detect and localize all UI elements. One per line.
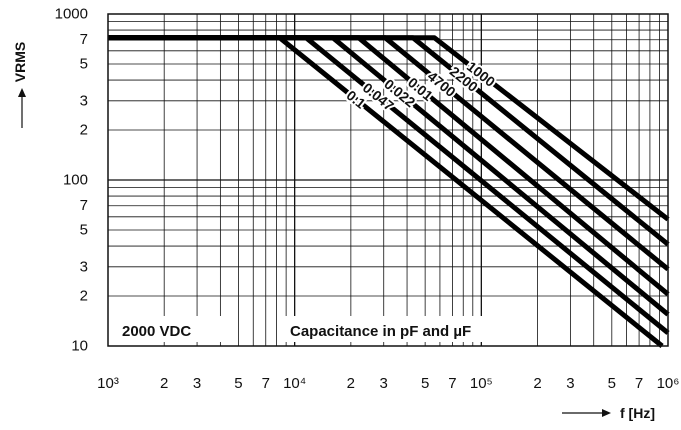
- x-tick-label: 2: [160, 375, 168, 392]
- x-tick-label: 10³: [97, 375, 119, 392]
- annotation-2000vdc-box: [114, 316, 222, 342]
- series-lines: [108, 35, 670, 348]
- y-tick-label: 10: [71, 338, 88, 355]
- x-tick-label: 5: [234, 375, 242, 392]
- y-tick-label: 5: [80, 221, 88, 238]
- y-tick-label: 3: [80, 258, 88, 275]
- y-tick-labels: 10 2 3 5 7 100 2 3 5 7 1000: [55, 6, 88, 355]
- x-tick-label: 7: [635, 375, 643, 392]
- x-axis-title-group: f [Hz]: [562, 405, 655, 421]
- x-tick-label: 7: [262, 375, 270, 392]
- y-tick-label: 7: [80, 31, 88, 48]
- annotation-capacitance-box: [282, 316, 528, 342]
- y-tick-label: 2: [80, 288, 88, 305]
- x-axis-title: f [Hz]: [620, 405, 655, 421]
- x-tick-label: 5: [421, 375, 429, 392]
- annotations: 2000 VDC Capacitance in pF and µF: [114, 316, 528, 342]
- y-tick-label: 100: [63, 172, 88, 189]
- annotation-capacitance: Capacitance in pF and µF: [290, 323, 471, 340]
- y-tick-label: 1000: [55, 6, 88, 23]
- x-tick-label: 2: [347, 375, 355, 392]
- series-line-6: [108, 35, 664, 348]
- x-tick-label: 2: [533, 375, 541, 392]
- y-axis-title-group: VRMS: [12, 42, 28, 128]
- x-tick-label: 10⁵: [470, 375, 493, 392]
- y-tick-label: 2: [80, 122, 88, 139]
- x-tick-label: 5: [608, 375, 616, 392]
- x-tick-label: 10⁴: [283, 375, 306, 392]
- y-tick-label: 3: [80, 92, 88, 109]
- annotation-2000vdc: 2000 VDC: [122, 323, 191, 340]
- x-tick-label: 10⁶: [657, 375, 680, 392]
- y-axis-arrow-head: [18, 88, 26, 97]
- plot-frame: [107, 13, 669, 347]
- x-tick-labels: 10³ 2 3 5 7 10⁴ 2 3 5 7 10⁵ 2 3 5 7 10⁶: [97, 375, 679, 392]
- y-tick-label: 7: [80, 197, 88, 214]
- series-line-3: [108, 35, 670, 297]
- series-line-1: [108, 35, 670, 247]
- y-tick-label: 5: [80, 55, 88, 72]
- x-tick-label: 7: [448, 375, 456, 392]
- x-tick-label: 3: [193, 375, 201, 392]
- x-tick-label: 3: [380, 375, 388, 392]
- plot-border: [107, 13, 669, 347]
- y-axis-title: VRMS: [12, 42, 28, 82]
- x-axis-arrow-head: [602, 409, 611, 417]
- x-tick-label: 3: [566, 375, 574, 392]
